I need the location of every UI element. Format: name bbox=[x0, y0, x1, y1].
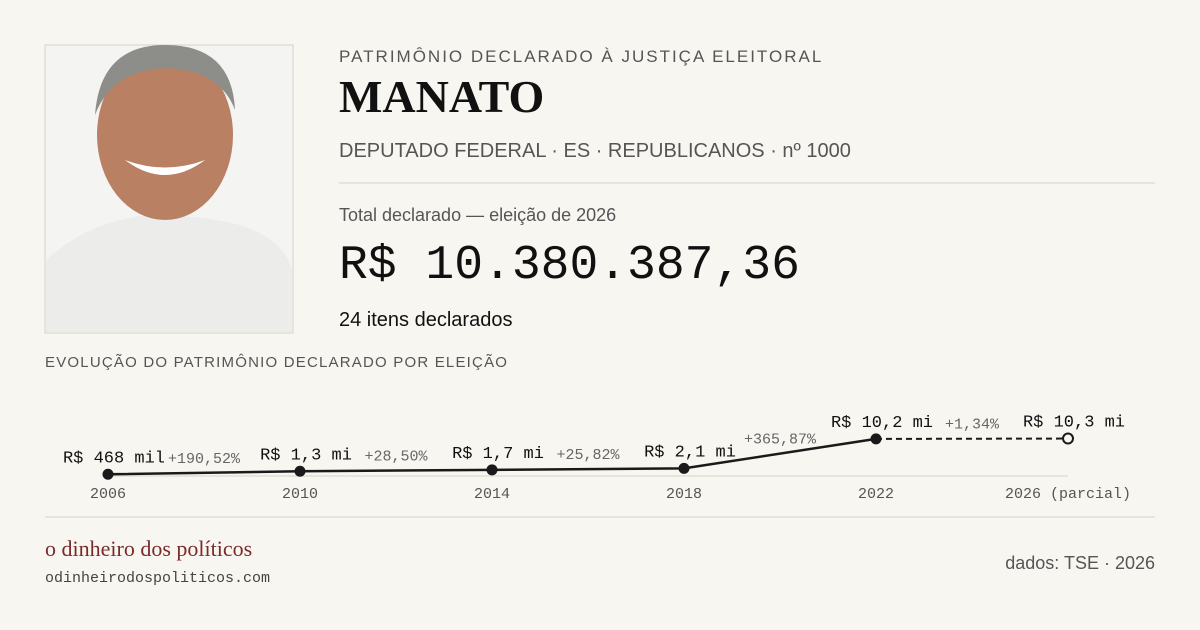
photo bbox=[44, 44, 294, 334]
value-label: R$ 1,3 mi bbox=[260, 446, 352, 465]
change-label: +28,50% bbox=[364, 449, 428, 466]
change-label: +25,82% bbox=[556, 447, 620, 464]
x-tick-label: 2026 (parcial) bbox=[1005, 486, 1131, 503]
brand: o dinheiro dos políticos bbox=[45, 536, 252, 561]
items-count: 24 itens declarados bbox=[339, 309, 512, 331]
point bbox=[1062, 432, 1074, 445]
change-label: +365,87% bbox=[744, 432, 817, 449]
chart: R$ 468 mil 2006 R$ 1,3 mi 2010 R$ 1,7 mi 2014… bbox=[63, 414, 1131, 503]
x-tick-label: 2006 bbox=[90, 486, 126, 503]
point bbox=[294, 465, 306, 477]
details: DEPUTADO FEDERAL · ES · REPUBLICANOS · n… bbox=[339, 140, 851, 162]
photo-hair bbox=[95, 45, 235, 115]
x-tick-label: 2018 bbox=[666, 486, 702, 503]
change-label: +1,34% bbox=[945, 417, 1000, 434]
photo-face bbox=[97, 50, 233, 220]
total-label: Total declarado — eleição de 2026 bbox=[339, 205, 616, 225]
x-tick-label: 2022 bbox=[858, 486, 894, 503]
total-amount: R$ 10.380.387,36 bbox=[339, 239, 800, 293]
chart-title: EVOLUÇÃO DO PATRIMÔNIO DECLARADO POR ELE… bbox=[45, 354, 508, 371]
change-label: +190,52% bbox=[168, 451, 241, 468]
name: MANATO bbox=[339, 71, 544, 122]
x-tick-label: 2014 bbox=[474, 486, 510, 503]
point bbox=[486, 464, 498, 476]
value-label: R$ 468 mil bbox=[63, 449, 165, 468]
photo-smile bbox=[125, 160, 205, 175]
photo-shirt bbox=[46, 215, 292, 332]
value-label: R$ 1,7 mi bbox=[452, 445, 544, 464]
kicker: PATRIMÔNIO DECLARADO À JUSTIÇA ELEITORAL bbox=[339, 47, 823, 66]
point bbox=[102, 468, 114, 480]
source: dados: TSE · 2026 bbox=[1005, 553, 1155, 573]
point bbox=[678, 462, 690, 474]
url: odinheirodospoliticos.com bbox=[45, 570, 270, 587]
x-tick-label: 2010 bbox=[282, 486, 318, 503]
value-label: R$ 10,2 mi bbox=[831, 414, 933, 433]
value-label: R$ 2,1 mi bbox=[644, 443, 736, 462]
point bbox=[870, 433, 882, 445]
value-label: R$ 10,3 mi bbox=[1023, 414, 1125, 433]
